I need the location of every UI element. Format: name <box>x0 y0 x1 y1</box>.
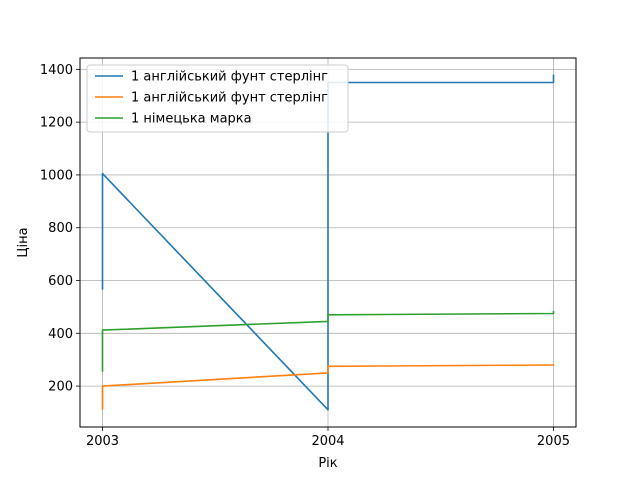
series-line-1 <box>101 364 555 410</box>
y-tick-label: 600 <box>48 274 73 289</box>
legend-entry: 1 англійський фунт стерлінг <box>131 91 328 106</box>
x-tick-label: 2004 <box>311 434 344 449</box>
x-tick-label: 2003 <box>86 434 119 449</box>
series-line-2 <box>101 310 555 372</box>
x-tick-label: 2005 <box>537 434 570 449</box>
y-axis-label: Ціна <box>16 227 31 257</box>
legend: 1 англійський фунт стерлінг 1 англійський… <box>86 64 349 133</box>
series-lines <box>101 74 555 411</box>
y-tick-label: 1200 <box>40 116 73 131</box>
y-tick-label: 400 <box>48 327 73 342</box>
y-tick-label: 1000 <box>40 168 73 183</box>
legend-entry: 1 англійський фунт стерлінг <box>131 70 328 85</box>
x-axis-ticks: 2003 2004 2005 <box>86 427 570 449</box>
y-tick-label: 1400 <box>40 63 73 78</box>
legend-box <box>86 64 349 133</box>
y-tick-label: 800 <box>48 221 73 236</box>
y-tick-label: 200 <box>48 380 73 395</box>
y-axis-ticks: 200 400 600 800 1000 1200 1400 <box>40 63 80 395</box>
x-axis-label: Рік <box>318 456 337 471</box>
legend-entry: 1 німецька марка <box>131 112 252 127</box>
series-line-0 <box>101 74 555 411</box>
